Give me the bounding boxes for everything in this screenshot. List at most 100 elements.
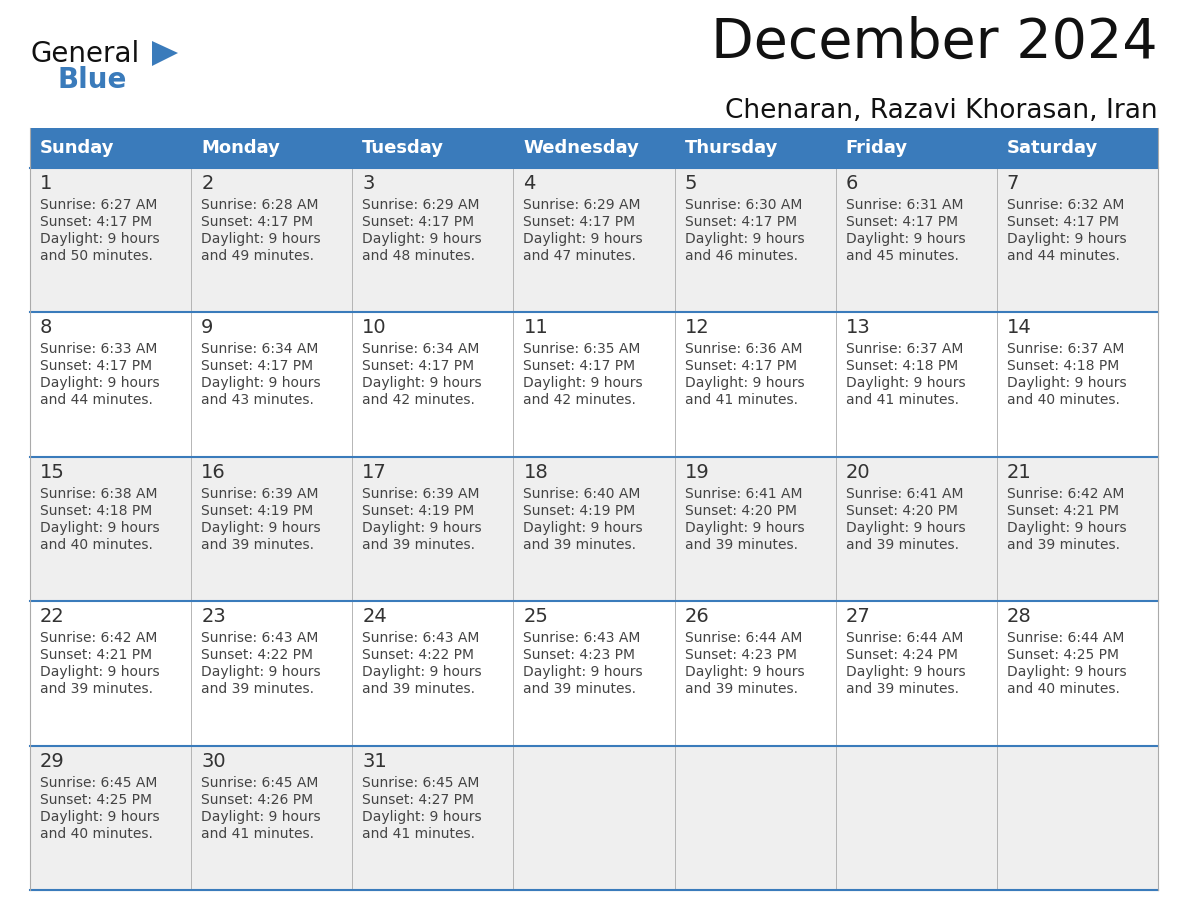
Text: General: General [30, 40, 139, 68]
Text: 29: 29 [40, 752, 65, 770]
Text: and 39 minutes.: and 39 minutes. [362, 538, 475, 552]
Text: 13: 13 [846, 319, 871, 338]
Text: Sunset: 4:21 PM: Sunset: 4:21 PM [1007, 504, 1119, 518]
Text: Daylight: 9 hours: Daylight: 9 hours [201, 810, 321, 823]
Text: and 39 minutes.: and 39 minutes. [846, 682, 959, 696]
Text: Sunset: 4:25 PM: Sunset: 4:25 PM [1007, 648, 1119, 662]
Text: Daylight: 9 hours: Daylight: 9 hours [846, 376, 966, 390]
Text: 30: 30 [201, 752, 226, 770]
Text: Sunset: 4:22 PM: Sunset: 4:22 PM [201, 648, 314, 662]
Text: Sunrise: 6:45 AM: Sunrise: 6:45 AM [201, 776, 318, 789]
Text: 23: 23 [201, 607, 226, 626]
Text: Sunrise: 6:39 AM: Sunrise: 6:39 AM [362, 487, 480, 501]
Bar [353, 128, 513, 168]
Text: Daylight: 9 hours: Daylight: 9 hours [362, 376, 482, 390]
Text: Sunrise: 6:27 AM: Sunrise: 6:27 AM [40, 198, 157, 212]
Text: and 39 minutes.: and 39 minutes. [524, 538, 637, 552]
Text: and 41 minutes.: and 41 minutes. [362, 826, 475, 841]
Text: Sunset: 4:18 PM: Sunset: 4:18 PM [40, 504, 152, 518]
Text: December 2024: December 2024 [712, 16, 1158, 70]
Text: Daylight: 9 hours: Daylight: 9 hours [1007, 666, 1126, 679]
Text: 25: 25 [524, 607, 549, 626]
Text: Sunset: 4:23 PM: Sunset: 4:23 PM [684, 648, 797, 662]
Text: Monday: Monday [201, 139, 280, 157]
Text: Sunrise: 6:43 AM: Sunrise: 6:43 AM [201, 632, 318, 645]
Text: Sunset: 4:20 PM: Sunset: 4:20 PM [684, 504, 797, 518]
Text: Sunrise: 6:41 AM: Sunrise: 6:41 AM [846, 487, 963, 501]
Bar [191, 128, 353, 168]
Text: 12: 12 [684, 319, 709, 338]
Text: 11: 11 [524, 319, 548, 338]
Text: Sunrise: 6:29 AM: Sunrise: 6:29 AM [362, 198, 480, 212]
Text: Sunrise: 6:41 AM: Sunrise: 6:41 AM [684, 487, 802, 501]
Bar [30, 128, 191, 168]
Text: and 48 minutes.: and 48 minutes. [362, 249, 475, 263]
Text: Sunrise: 6:43 AM: Sunrise: 6:43 AM [524, 632, 640, 645]
Text: 9: 9 [201, 319, 214, 338]
Text: Daylight: 9 hours: Daylight: 9 hours [40, 521, 159, 535]
Text: Sunset: 4:19 PM: Sunset: 4:19 PM [201, 504, 314, 518]
Text: Sunset: 4:17 PM: Sunset: 4:17 PM [40, 215, 152, 229]
Text: 31: 31 [362, 752, 387, 770]
Text: Sunset: 4:17 PM: Sunset: 4:17 PM [684, 360, 797, 374]
Text: and 39 minutes.: and 39 minutes. [362, 682, 475, 696]
Bar [30, 745, 1158, 890]
Text: and 41 minutes.: and 41 minutes. [201, 826, 314, 841]
Text: Sunset: 4:20 PM: Sunset: 4:20 PM [846, 504, 958, 518]
Text: and 40 minutes.: and 40 minutes. [1007, 682, 1120, 696]
Text: Sunset: 4:24 PM: Sunset: 4:24 PM [846, 648, 958, 662]
Text: Sunday: Sunday [40, 139, 114, 157]
Bar [997, 128, 1158, 168]
Text: and 40 minutes.: and 40 minutes. [40, 826, 153, 841]
Text: Sunset: 4:21 PM: Sunset: 4:21 PM [40, 648, 152, 662]
Bar [30, 601, 1158, 745]
Text: 5: 5 [684, 174, 697, 193]
Text: Daylight: 9 hours: Daylight: 9 hours [1007, 232, 1126, 246]
Text: and 39 minutes.: and 39 minutes. [201, 682, 314, 696]
Text: and 44 minutes.: and 44 minutes. [40, 394, 153, 408]
Text: Sunrise: 6:35 AM: Sunrise: 6:35 AM [524, 342, 640, 356]
Bar [513, 128, 675, 168]
Text: 22: 22 [40, 607, 65, 626]
Text: Sunset: 4:17 PM: Sunset: 4:17 PM [524, 360, 636, 374]
Text: Sunrise: 6:29 AM: Sunrise: 6:29 AM [524, 198, 642, 212]
Text: Sunrise: 6:44 AM: Sunrise: 6:44 AM [684, 632, 802, 645]
Text: 19: 19 [684, 463, 709, 482]
Text: Sunrise: 6:44 AM: Sunrise: 6:44 AM [1007, 632, 1124, 645]
Text: 1: 1 [40, 174, 52, 193]
Text: and 39 minutes.: and 39 minutes. [684, 682, 797, 696]
Text: Daylight: 9 hours: Daylight: 9 hours [684, 376, 804, 390]
Text: 4: 4 [524, 174, 536, 193]
Text: and 39 minutes.: and 39 minutes. [1007, 538, 1120, 552]
Text: Daylight: 9 hours: Daylight: 9 hours [524, 376, 643, 390]
Text: Daylight: 9 hours: Daylight: 9 hours [846, 666, 966, 679]
Text: Daylight: 9 hours: Daylight: 9 hours [1007, 521, 1126, 535]
Text: Wednesday: Wednesday [524, 139, 639, 157]
Bar [30, 457, 1158, 601]
Text: Sunrise: 6:30 AM: Sunrise: 6:30 AM [684, 198, 802, 212]
Text: Daylight: 9 hours: Daylight: 9 hours [362, 810, 482, 823]
Text: 21: 21 [1007, 463, 1031, 482]
Text: Sunset: 4:17 PM: Sunset: 4:17 PM [362, 360, 474, 374]
Text: Sunrise: 6:37 AM: Sunrise: 6:37 AM [846, 342, 963, 356]
Text: Daylight: 9 hours: Daylight: 9 hours [40, 666, 159, 679]
Text: Daylight: 9 hours: Daylight: 9 hours [40, 376, 159, 390]
Text: Sunset: 4:18 PM: Sunset: 4:18 PM [846, 360, 958, 374]
Polygon shape [152, 41, 178, 66]
Text: Sunset: 4:19 PM: Sunset: 4:19 PM [362, 504, 474, 518]
Text: Sunrise: 6:42 AM: Sunrise: 6:42 AM [40, 632, 157, 645]
Text: Daylight: 9 hours: Daylight: 9 hours [846, 521, 966, 535]
Text: Sunset: 4:18 PM: Sunset: 4:18 PM [1007, 360, 1119, 374]
Text: Daylight: 9 hours: Daylight: 9 hours [201, 232, 321, 246]
Text: 24: 24 [362, 607, 387, 626]
Text: Sunset: 4:19 PM: Sunset: 4:19 PM [524, 504, 636, 518]
Text: Sunset: 4:17 PM: Sunset: 4:17 PM [201, 215, 314, 229]
Text: Daylight: 9 hours: Daylight: 9 hours [201, 376, 321, 390]
Text: Sunset: 4:22 PM: Sunset: 4:22 PM [362, 648, 474, 662]
Text: Sunset: 4:25 PM: Sunset: 4:25 PM [40, 792, 152, 807]
Text: Daylight: 9 hours: Daylight: 9 hours [684, 232, 804, 246]
Text: 7: 7 [1007, 174, 1019, 193]
Text: Sunset: 4:17 PM: Sunset: 4:17 PM [1007, 215, 1119, 229]
Text: Sunset: 4:23 PM: Sunset: 4:23 PM [524, 648, 636, 662]
Text: Daylight: 9 hours: Daylight: 9 hours [40, 810, 159, 823]
